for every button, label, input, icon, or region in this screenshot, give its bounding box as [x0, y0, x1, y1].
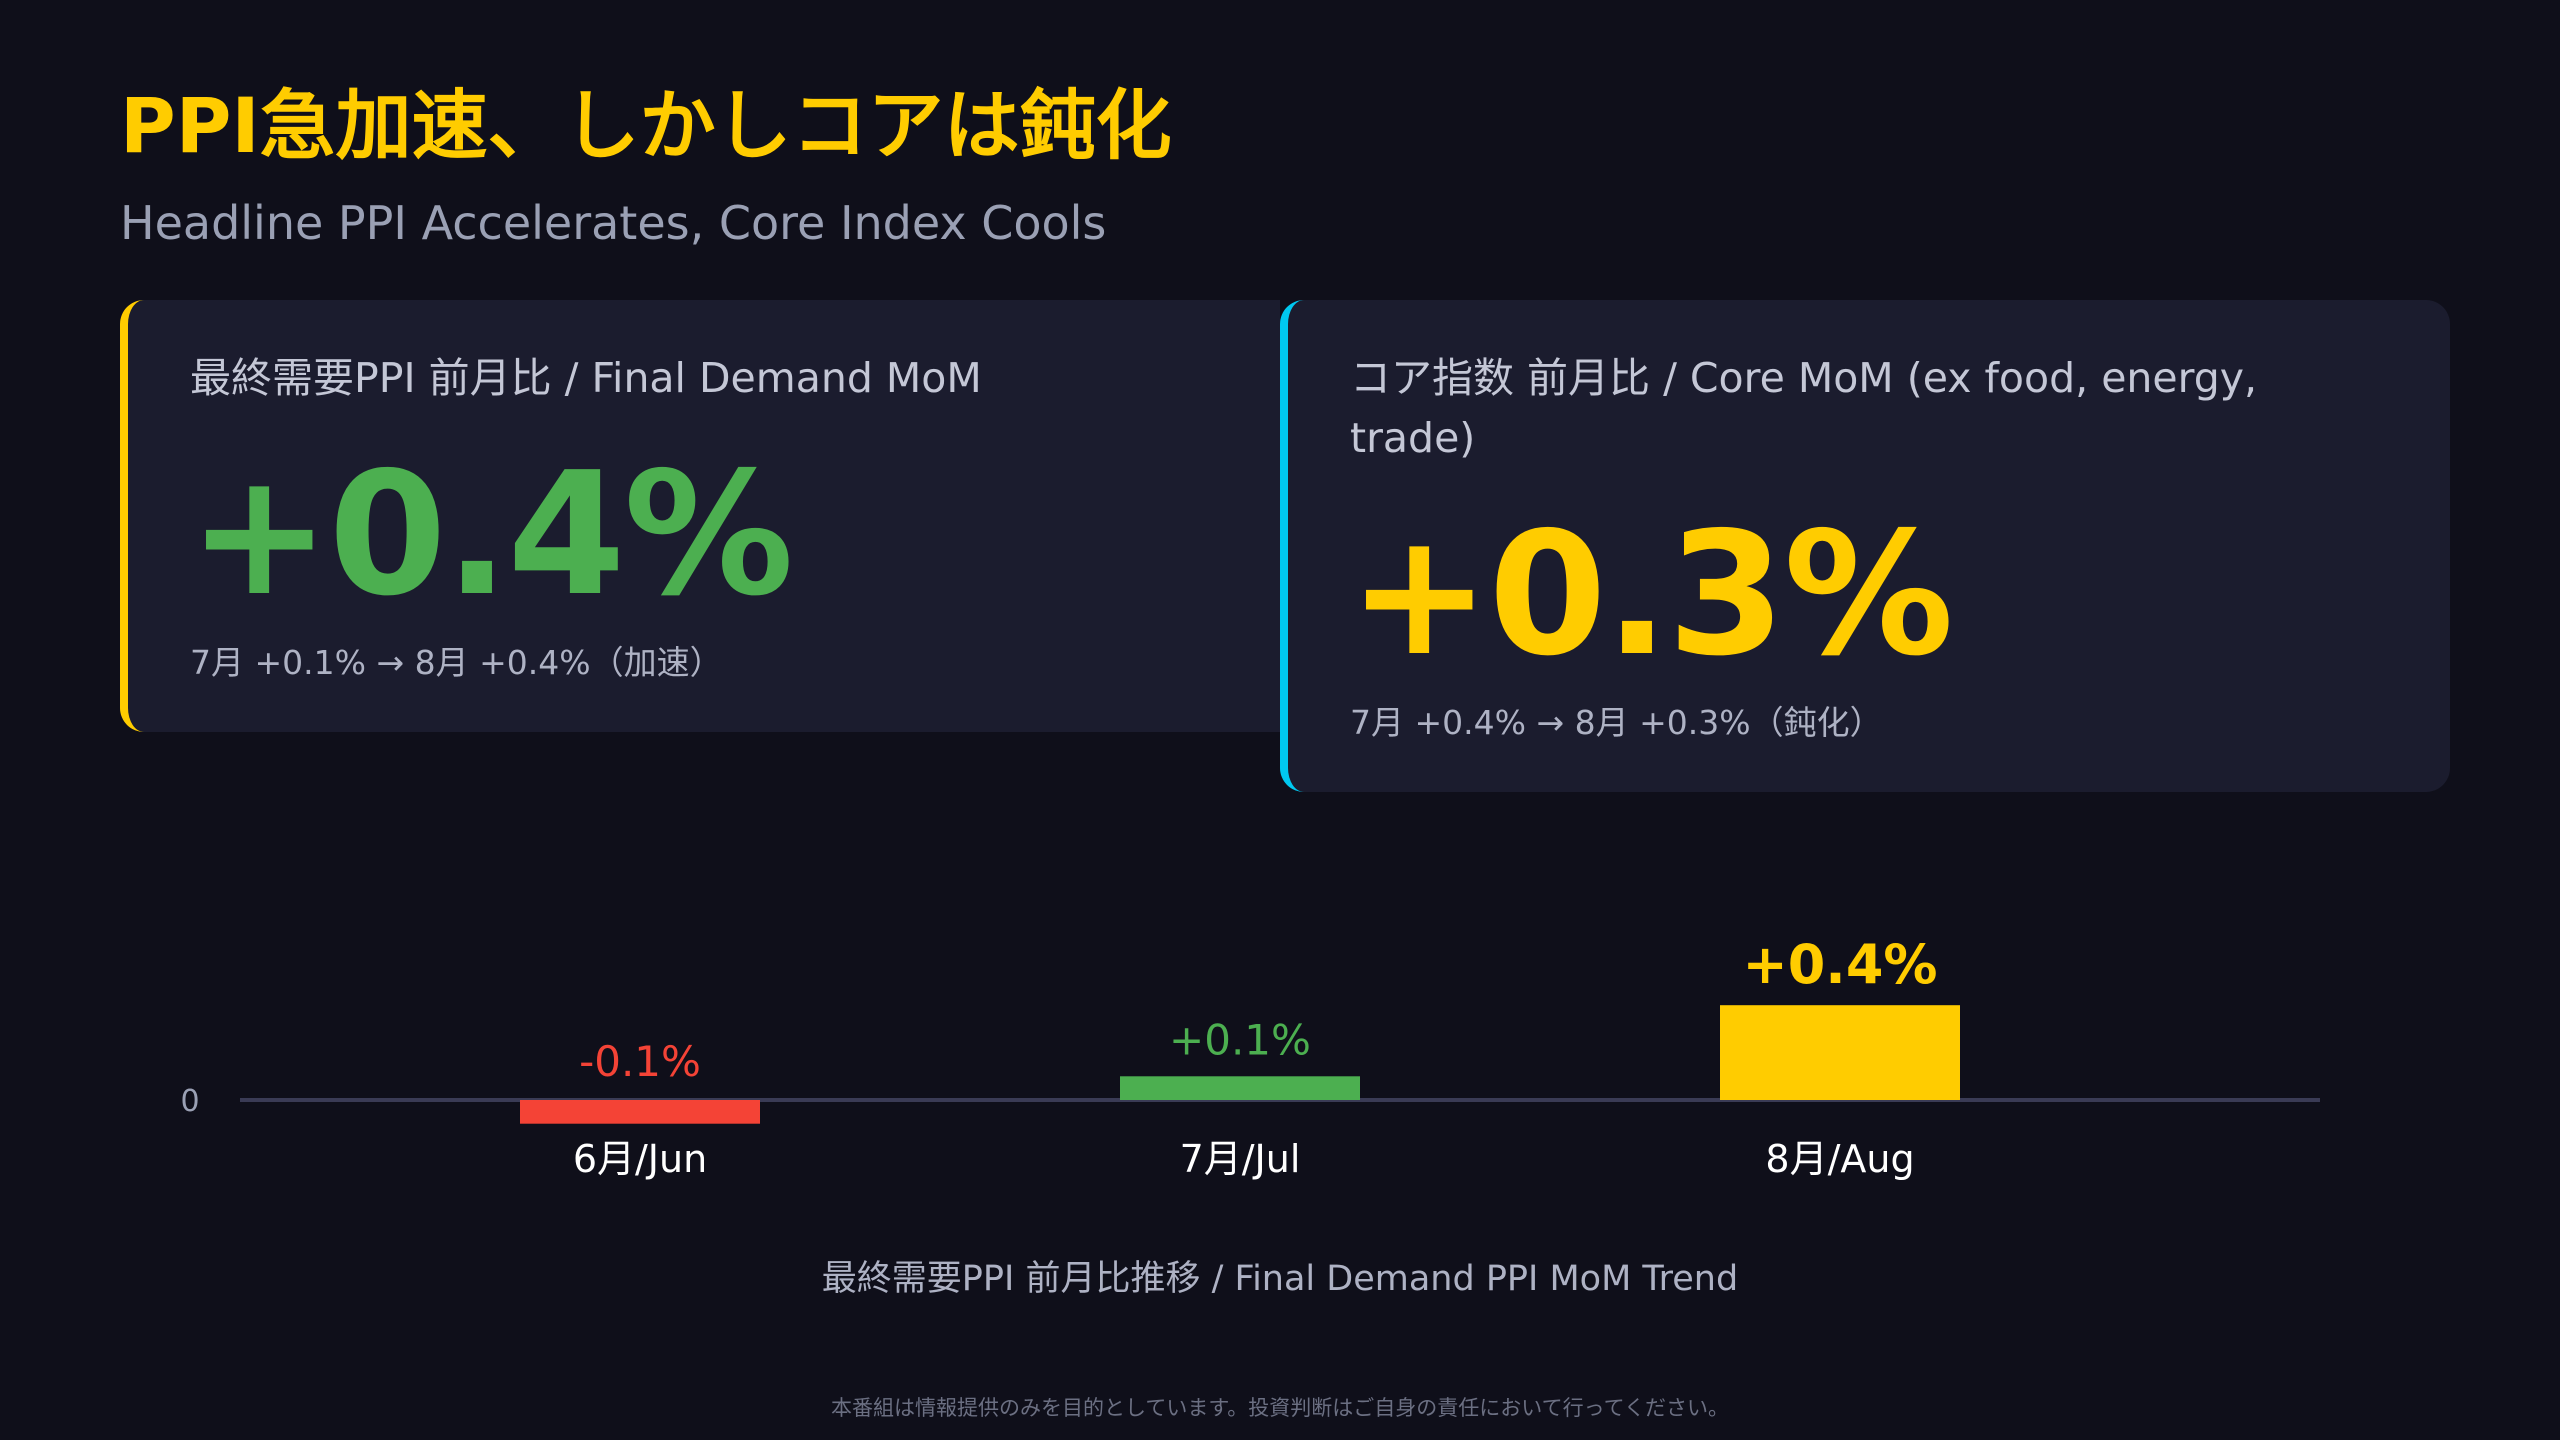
core-card: コア指数 前月比 / Core MoM (ex food, energy, tr…: [1280, 300, 2450, 792]
page-title: PPI急加速、しかしコアは鈍化: [120, 81, 1172, 170]
category-label-3: 8月/Aug: [1765, 1137, 1914, 1181]
core-note: 7月 +0.4% → 8月 +0.3%（鈍化）: [1350, 703, 1883, 742]
bar-2: [1120, 1076, 1360, 1100]
data-label-1: -0.1%: [579, 1037, 701, 1086]
mom-trend-chart: 0 -0.1% 6月/Jun +0.1% 7月/Jul +0.4% 8月/Aug: [180, 933, 2320, 1181]
page-subtitle: Headline PPI Accelerates, Core Index Coo…: [120, 196, 1107, 250]
core-label: コア指数 前月比 / Core MoM (ex food, energy, tr…: [1350, 354, 2258, 462]
disclaimer: 本番組は情報提供のみを目的としています。投資判断はご自身の責任において行ってくだ…: [831, 1396, 1729, 1420]
category-label-1: 6月/Jun: [573, 1137, 707, 1181]
data-label-2: +0.1%: [1169, 1015, 1311, 1064]
final-demand-value: +0.4%: [188, 436, 794, 634]
final-demand-note: 7月 +0.1% → 8月 +0.4%（加速）: [190, 643, 723, 682]
bar-3: [1720, 1005, 1960, 1100]
category-label-2: 7月/Jul: [1180, 1137, 1301, 1181]
core-value: +0.3%: [1348, 496, 1954, 694]
zero-tick-label: 0: [180, 1084, 199, 1119]
final-demand-label: 最終需要PPI 前月比 / Final Demand MoM: [190, 354, 982, 402]
chart-title: 最終需要PPI 前月比推移 / Final Demand PPI MoM Tre…: [821, 1259, 1739, 1299]
final-demand-card: 最終需要PPI 前月比 / Final Demand MoM +0.4% 7月 …: [120, 300, 1280, 732]
bar-1: [520, 1100, 760, 1124]
data-label-3: +0.4%: [1742, 933, 1937, 996]
